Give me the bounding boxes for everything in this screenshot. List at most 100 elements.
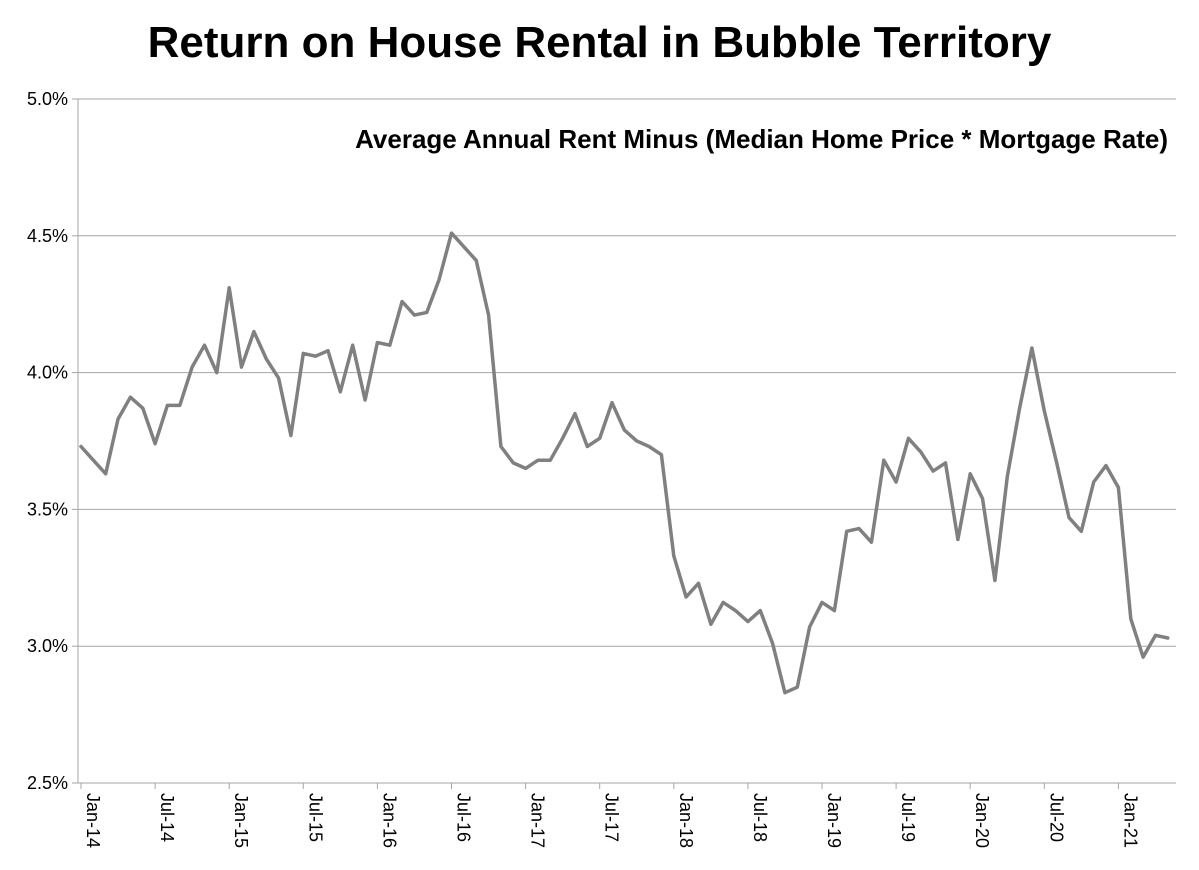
data-point [906, 436, 910, 440]
data-point [659, 453, 663, 457]
y-tick-label: 3.0% [27, 636, 68, 656]
data-point [734, 609, 737, 613]
data-point [697, 581, 700, 585]
chart-title: Return on House Rental in Bubble Territo… [147, 18, 1052, 67]
data-point [1166, 636, 1170, 640]
data-point [104, 472, 108, 476]
data-point [1042, 409, 1046, 413]
data-point [981, 497, 984, 500]
data-point [1104, 464, 1108, 468]
data-point [375, 341, 379, 344]
data-point [771, 642, 775, 645]
data-point [1067, 516, 1071, 520]
data-point [585, 445, 589, 448]
data-point [141, 406, 145, 410]
data-point [1079, 529, 1083, 533]
data-point [931, 469, 935, 473]
data-point [944, 461, 947, 465]
data-point [610, 401, 614, 405]
data-point [919, 450, 923, 454]
series-layer [79, 231, 1170, 695]
data-point [178, 403, 182, 407]
data-point [795, 685, 799, 689]
data-point [1018, 406, 1022, 410]
data-point [326, 349, 330, 353]
data-point [548, 458, 552, 462]
y-tick-label: 3.5% [27, 499, 68, 519]
axes [72, 98, 1176, 789]
x-tick-label: Jan-14 [83, 793, 103, 848]
x-tick-label: Jul-16 [454, 793, 474, 842]
data-point [598, 436, 602, 440]
data-point [264, 357, 268, 361]
data-point [882, 458, 886, 462]
data-point [450, 231, 453, 235]
data-point [363, 398, 367, 402]
data-point [721, 600, 725, 604]
gridlines [78, 98, 1176, 647]
x-tick-label: Jan-19 [824, 793, 844, 848]
data-point [400, 300, 404, 303]
data-point [561, 436, 565, 440]
data-point [1005, 475, 1009, 479]
data-point [857, 527, 861, 531]
y-tick-label: 2.5% [27, 773, 68, 793]
data-point [684, 595, 688, 599]
x-tick-label: Jul-18 [750, 793, 770, 842]
data-point [215, 371, 219, 375]
y-tick-labels: 2.5% 3.0% 3.5% 4.0% 4.5% 5.0% [27, 89, 68, 793]
data-point [672, 554, 676, 558]
data-point [499, 445, 503, 448]
data-point [832, 609, 836, 613]
data-point [758, 609, 762, 613]
x-tick-label: Jul-19 [898, 793, 918, 842]
x-tick-label: Jul-17 [602, 793, 622, 842]
chart-annotation: Average Annual Rent Minus (Median Home P… [355, 124, 1168, 154]
x-tick-label: Jul-15 [305, 793, 325, 842]
data-point [783, 691, 787, 695]
data-point [808, 625, 812, 629]
data-point [647, 445, 651, 448]
data-point [351, 343, 355, 347]
data-point [1092, 480, 1096, 484]
data-point [277, 376, 281, 380]
y-tick-label: 4.5% [27, 226, 68, 246]
data-point [536, 458, 540, 462]
data-point [869, 540, 873, 544]
data-point [820, 600, 824, 604]
data-point [79, 445, 83, 448]
data-point [573, 412, 577, 416]
data-point [1129, 617, 1133, 621]
data-point [153, 442, 157, 446]
data-point [746, 620, 750, 624]
y-tick-label: 4.0% [27, 363, 68, 383]
data-point [289, 434, 293, 437]
x-tick-label: Jan-17 [528, 793, 548, 848]
data-point [511, 461, 515, 465]
x-tick-label: Jan-16 [379, 793, 399, 848]
x-tick-label: Jul-14 [157, 793, 177, 842]
series-line [79, 231, 1170, 695]
data-point [1154, 633, 1157, 637]
data-point [462, 245, 466, 249]
data-point [437, 278, 441, 282]
data-point [203, 343, 206, 347]
x-tick-labels: Jan-14 Jul-14 Jan-15 Jul-15 Jan-16 Jul-16 Jan-… [83, 793, 1140, 848]
data-point [227, 286, 231, 290]
x-tick-label: Jan-20 [972, 793, 992, 848]
data-point [338, 390, 342, 394]
data-point [487, 313, 491, 317]
x-tick-label: Jan-21 [1120, 793, 1140, 848]
data-point [314, 354, 318, 358]
data-point [165, 403, 169, 407]
data-point [116, 417, 120, 421]
data-point [635, 439, 639, 443]
data-point [425, 310, 429, 314]
data-point [1055, 461, 1059, 465]
x-tick-label: Jul-20 [1046, 793, 1066, 842]
data-point [894, 480, 898, 484]
data-point [1030, 346, 1034, 350]
data-point [91, 458, 95, 462]
data-point [956, 538, 960, 541]
